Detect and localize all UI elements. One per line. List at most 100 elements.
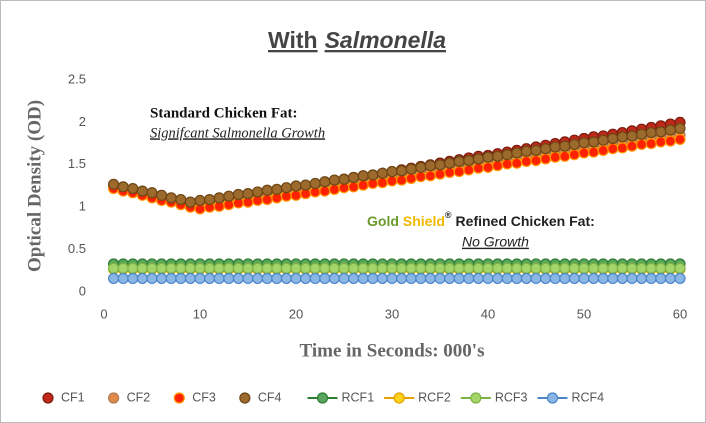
data-point [386,165,398,178]
data-point [626,262,638,274]
data-point [242,262,254,274]
legend-item: RCF3 [460,390,528,404]
legend-marker [470,392,482,404]
data-point [664,135,677,147]
data-point [136,185,148,197]
data-point [539,272,552,285]
data-point [520,262,533,274]
data-point [616,131,629,143]
data-point [511,147,523,159]
data-point [252,272,264,285]
data-point [453,262,465,274]
data-point [549,141,561,153]
data-point [568,262,581,274]
data-point [655,136,667,148]
data-point [175,262,187,274]
data-point [223,272,235,285]
data-point [146,262,158,274]
data-point [309,262,321,274]
data-point [616,142,629,154]
data-point [156,272,168,285]
data-point [635,128,648,140]
legend-marker [173,392,185,404]
data-point [492,272,504,285]
brand-mark: ® [445,210,452,220]
data-point [232,262,244,274]
data-point [357,272,369,285]
data-point [444,272,456,285]
data-point [117,272,129,285]
data-point [348,181,360,193]
data-point [568,149,581,161]
data-point [127,182,139,195]
brand-part: Gold [367,213,399,229]
y-axis-title: Optical Density (OD) [24,100,45,272]
data-point [434,262,446,274]
data-point [463,154,475,167]
data-point [204,193,216,206]
data-point [357,170,369,182]
legend-label: CF3 [192,390,216,404]
data-point [472,162,484,174]
data-point [146,187,158,199]
data-point [434,159,446,171]
data-point [184,272,196,285]
data-point [271,262,283,274]
data-point [396,262,408,274]
data-point [165,262,177,274]
legend-marker [546,392,559,404]
legend-label: CF1 [61,390,85,404]
data-point [616,262,629,274]
data-point [434,168,446,180]
data-point [213,192,225,204]
y-tick-label: 1.5 [68,156,86,171]
data-point [290,272,302,285]
data-point [367,262,379,274]
data-point [405,272,417,285]
legend-marker [108,392,120,404]
data-point [530,272,542,285]
legend-item: RCF2 [384,390,451,404]
data-point [674,133,686,145]
y-tick-label: 2.5 [68,71,86,86]
data-point [655,262,667,274]
data-point [597,134,609,146]
data-point [376,272,388,285]
data-point [184,262,196,274]
data-point [501,272,513,285]
data-point [578,147,590,159]
legend-item: CF3 [173,390,216,404]
data-point [194,262,206,274]
data-point [597,262,609,274]
data-point [280,272,292,285]
series [107,122,686,208]
data-point [405,163,417,175]
data-point [136,272,148,285]
y-tick-label: 0 [79,283,86,298]
data-point [386,262,398,274]
data-point [482,151,494,163]
data-point [645,126,657,139]
data-point [415,262,427,274]
data-point [367,169,379,181]
data-point [415,161,427,173]
data-point [559,140,571,152]
x-tick-label: 20 [289,306,303,321]
data-point [463,262,475,274]
data-point [655,272,667,285]
data-point [597,144,609,156]
data-point [463,272,475,285]
data-point [261,193,273,206]
legend-item: CF4 [239,390,282,404]
x-tick-label: 30 [385,306,399,321]
data-point [280,262,292,274]
data-point [626,130,638,142]
data-point [319,176,331,188]
data-point [674,262,686,274]
data-point [300,262,312,274]
data-point [424,160,436,172]
data-point [338,262,350,274]
data-point [213,272,225,285]
data-point [348,272,360,285]
